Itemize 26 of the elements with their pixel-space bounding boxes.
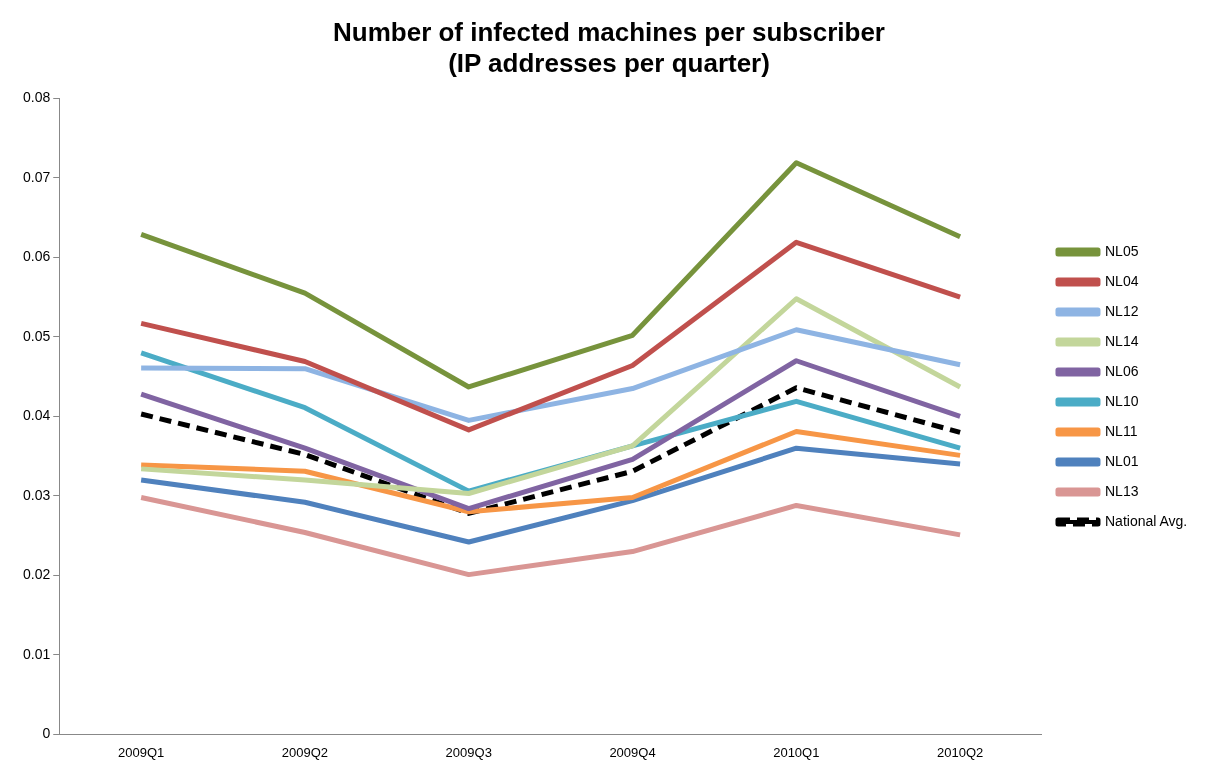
y-tick-label: 0.01 [23, 645, 51, 662]
y-tick-label: 0.05 [23, 327, 51, 344]
legend-label: NL12 [1104, 302, 1139, 319]
x-tick-label: 2010Q2 [936, 744, 984, 760]
chart-title: Number of infected machines per subscriber (IP addresses per quarter) [333, 16, 885, 78]
x-tick-label: 2009Q4 [609, 744, 656, 760]
y-tick-label: 0.06 [23, 248, 51, 265]
x-tick-label: 2009Q1 [118, 744, 165, 760]
y-tick-label: 0 [42, 725, 51, 742]
legend-label: NL06 [1104, 362, 1139, 379]
y-tick-label: 0.07 [23, 168, 51, 185]
x-tick-label: 2009Q2 [281, 744, 329, 760]
y-tick-label: 0.02 [23, 566, 51, 583]
legend-label: NL14 [1104, 332, 1139, 349]
legend-label: NL10 [1104, 392, 1139, 409]
x-tick-label: 2009Q3 [445, 744, 492, 760]
y-tick-label: 0.08 [23, 89, 51, 106]
legend-label: National Avg. [1104, 512, 1188, 529]
y-tick-label: 0.03 [23, 486, 51, 503]
legend-label: NL04 [1104, 272, 1139, 289]
legend-label: NL11 [1104, 422, 1138, 439]
legend-label: NL13 [1104, 482, 1139, 499]
y-tick-label: 0.04 [23, 407, 51, 424]
x-tick-label: 2010Q1 [773, 744, 820, 760]
legend-label: NL05 [1104, 242, 1139, 259]
legend-label: NL01 [1104, 452, 1139, 469]
